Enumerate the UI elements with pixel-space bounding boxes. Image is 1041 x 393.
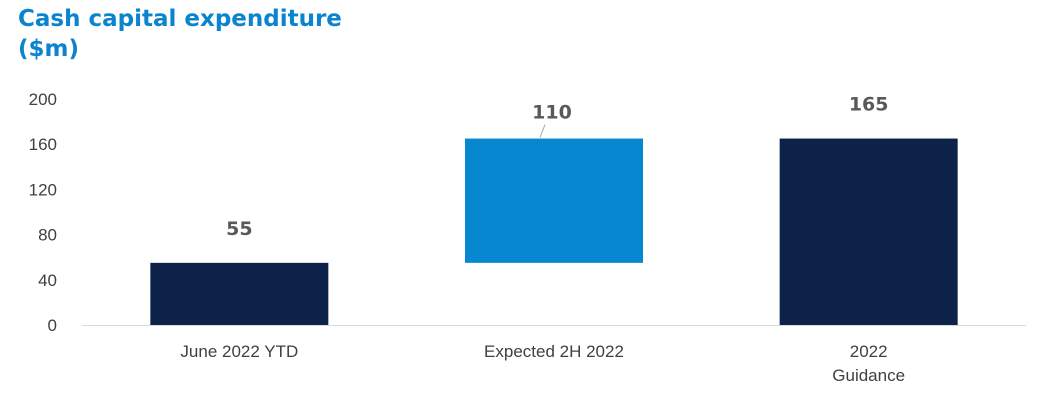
chart-title-line-1: Cash capital expenditure <box>18 6 342 32</box>
y-tick-label-0: 0 <box>48 316 57 335</box>
data-label-1: 110 <box>532 102 572 124</box>
y-tick-label-4: 160 <box>29 135 57 154</box>
y-tick-label-2: 80 <box>38 226 57 245</box>
chart-title-line-2: ($m) <box>18 36 79 62</box>
category-label-1: Expected 2H 2022 <box>484 342 624 361</box>
category-label-2-0: 2022 <box>850 342 888 361</box>
data-label-2: 165 <box>849 94 889 116</box>
category-label-2-1: Guidance <box>832 366 905 385</box>
data-label-0: 55 <box>226 218 252 240</box>
category-label-0: June 2022 YTD <box>180 342 298 361</box>
y-tick-label-1: 40 <box>38 271 57 290</box>
chart-title: Cash capital expenditure ($m) <box>18 4 418 64</box>
bar-1 <box>465 138 643 263</box>
y-tick-label-5: 200 <box>29 90 57 109</box>
data-label-leader-1 <box>539 124 546 138</box>
bar-2 <box>779 138 958 325</box>
bar-0 <box>150 262 329 325</box>
y-tick-label-3: 120 <box>29 180 57 199</box>
